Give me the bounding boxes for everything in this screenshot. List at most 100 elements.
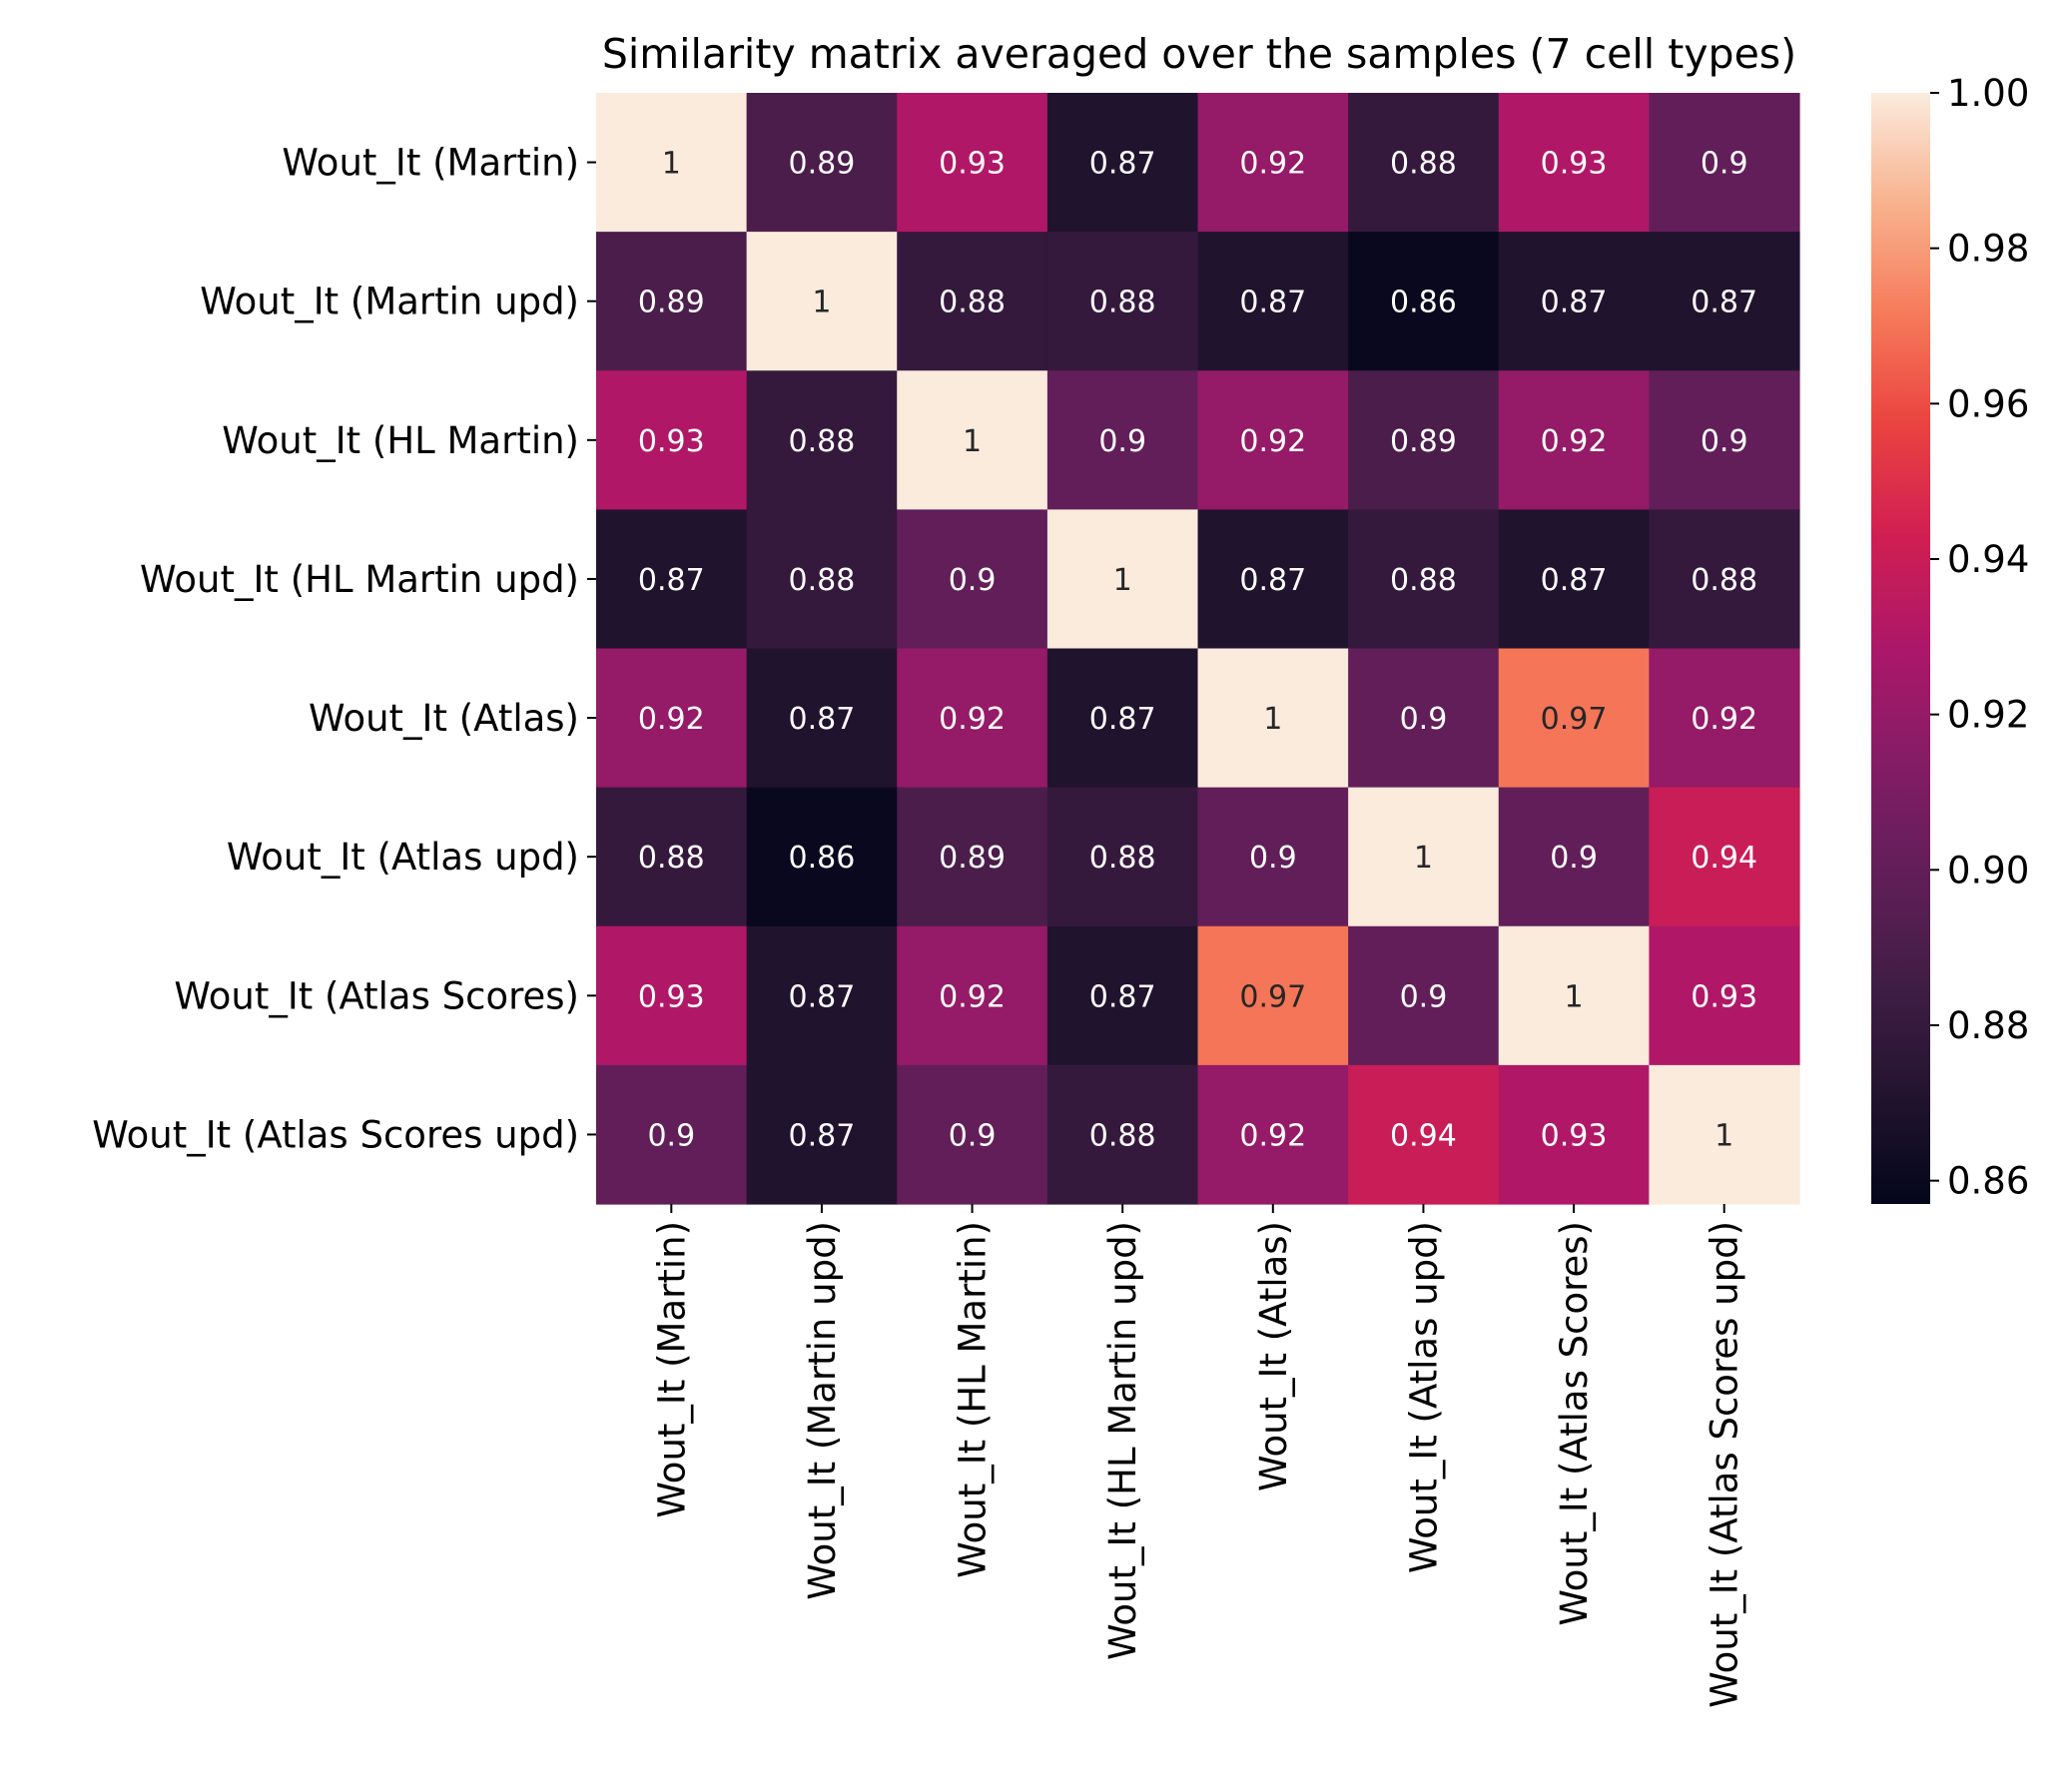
column-tick-label: Wout_It (Atlas): [1252, 1221, 1295, 1492]
cell-value-label: 0.87: [1541, 286, 1608, 320]
cell-value-label: 0.93: [638, 424, 705, 459]
cell-value-label: 0.88: [789, 563, 856, 598]
heatmap-cell: [1348, 93, 1500, 233]
cell-value-label: 0.87: [1691, 286, 1757, 320]
cell-value-label: 0.88: [1089, 841, 1156, 876]
cell-value-label: 0.88: [1390, 147, 1457, 182]
heatmap-cell: [1498, 370, 1650, 510]
heatmap-cell: [1348, 232, 1500, 371]
cell-value-label: 0.9: [1400, 979, 1448, 1014]
heatmap-cell: [1348, 925, 1500, 1066]
column-tick-label: Wout_It (HL Martin upd): [1101, 1221, 1144, 1660]
cell-value-label: 0.87: [1089, 702, 1156, 737]
heatmap-cell: [1649, 1064, 1800, 1205]
cell-value-label: 0.87: [789, 979, 856, 1014]
cell-value-label: 1: [662, 147, 681, 182]
heatmap-cell: [746, 648, 898, 789]
cell-value-label: 0.86: [789, 841, 856, 876]
cell-value-label: 0.93: [1541, 1118, 1608, 1153]
cell-value-label: 0.9: [1249, 841, 1297, 876]
cell-value-label: 0.92: [638, 702, 705, 737]
cell-value-label: 0.87: [1089, 147, 1156, 182]
cell-value-label: 0.97: [1541, 702, 1608, 737]
heatmap-cell: [596, 232, 748, 371]
heatmap-cell: [1498, 787, 1650, 927]
cell-value-label: 0.88: [789, 424, 856, 459]
heatmap-cell: [1498, 232, 1650, 371]
colorbar-tick-label: 1.00: [1947, 72, 2029, 115]
heatmap-cell: [1498, 93, 1650, 233]
cell-value-label: 0.9: [1701, 147, 1748, 182]
cell-value-label: 1: [1113, 563, 1132, 598]
cell-value-label: 0.9: [647, 1118, 695, 1153]
heatmap-cell: [746, 370, 898, 510]
heatmap-cell: [1348, 787, 1500, 927]
heatmap-cell: [897, 925, 1048, 1066]
cell-value-label: 0.93: [939, 147, 1006, 182]
heatmap-cell: [1348, 509, 1500, 650]
heatmap-cell: [596, 925, 748, 1066]
colorbar: 0.86 0.88 0.90 0.92 0.94 0.96 0.98 1.00: [1871, 72, 2029, 1204]
column-tick-label: Wout_It (Atlas upd): [1402, 1221, 1445, 1573]
cell-value-label: 0.87: [638, 563, 705, 598]
cell-value-label: 0.9: [949, 563, 997, 598]
heatmap-cell: [1649, 93, 1800, 233]
cell-value-label: 0.89: [1390, 424, 1457, 459]
heatmap-cell: [897, 509, 1048, 650]
heatmap-cell: [1649, 648, 1800, 789]
cell-value-label: 0.88: [1691, 563, 1757, 598]
cell-value-label: 0.93: [638, 979, 705, 1014]
heatmap-cell: [1348, 648, 1500, 789]
heatmap-cell: [1498, 1064, 1650, 1205]
heatmap-cell: [746, 787, 898, 927]
heatmap-cell: [1197, 370, 1349, 510]
cell-value-label: 1: [812, 286, 831, 320]
row-tick-label: Wout_It (Martin upd): [200, 281, 579, 323]
cell-value-label: 0.93: [1541, 147, 1608, 182]
cell-value-label: 1: [1715, 1118, 1733, 1153]
column-tick-label: Wout_It (Atlas Scores): [1553, 1221, 1596, 1626]
heatmap-cell: [746, 232, 898, 371]
heatmap-cell: [1046, 370, 1199, 510]
row-tick-label: Wout_It (HL Martin upd): [140, 558, 579, 601]
heatmap-cell: [1348, 370, 1500, 510]
cell-value-label: 1: [1565, 979, 1584, 1014]
row-tick-label: Wout_It (Atlas upd): [227, 836, 579, 879]
column-tick-labels: Wout_It (Martin) Wout_It (Martin upd) Wout…: [650, 1204, 1746, 1708]
column-tick-label: Wout_It (Martin upd): [801, 1221, 844, 1600]
cell-value-label: 0.88: [1089, 1118, 1156, 1153]
heatmap-cell: [1046, 787, 1199, 927]
colorbar-tick-label: 0.94: [1947, 538, 2029, 581]
row-tick-label: Wout_It (Atlas Scores): [174, 974, 579, 1017]
heatmap-cell: [897, 1064, 1048, 1205]
heatmap-cell: [1046, 648, 1199, 789]
row-tick-labels: Wout_It (Martin) Wout_It (Martin upd) Wout…: [92, 142, 596, 1156]
cell-value-label: 0.88: [1089, 286, 1156, 320]
heatmap-cell: [596, 787, 748, 927]
colorbar-tick-label: 0.92: [1947, 694, 2029, 737]
colorbar-tick-label: 0.96: [1947, 382, 2029, 425]
row-tick-label: Wout_It (Atlas Scores upd): [92, 1113, 579, 1156]
heatmap-cell: [897, 648, 1048, 789]
heatmap-cell: [897, 232, 1048, 371]
colorbar-tick-label: 0.90: [1947, 849, 2029, 892]
heatmap-cell: [1498, 925, 1650, 1066]
cell-value-label: 0.9: [1550, 841, 1598, 876]
colorbar-tick-label: 0.86: [1947, 1160, 2029, 1203]
heatmap-cell: [1197, 648, 1349, 789]
cell-value-label: 0.88: [1390, 563, 1457, 598]
heatmap-cell: [1649, 509, 1800, 650]
heatmap-cell: [746, 509, 898, 650]
cell-value-label: 0.92: [1691, 702, 1757, 737]
cell-value-label: 0.87: [789, 1118, 856, 1153]
cell-value-label: 0.89: [939, 841, 1006, 876]
heatmap-cell: [1197, 93, 1349, 233]
row-tick-label: Wout_It (HL Martin): [222, 419, 579, 462]
heatmap-cell: [1197, 1064, 1349, 1205]
cell-value-label: 0.89: [789, 147, 856, 182]
cell-value-label: 0.89: [638, 286, 705, 320]
cell-value-label: 0.92: [1239, 147, 1306, 182]
cell-value-label: 0.92: [939, 702, 1006, 737]
heatmap-cell: [1348, 1064, 1500, 1205]
heatmap-cell: [1046, 1064, 1199, 1205]
